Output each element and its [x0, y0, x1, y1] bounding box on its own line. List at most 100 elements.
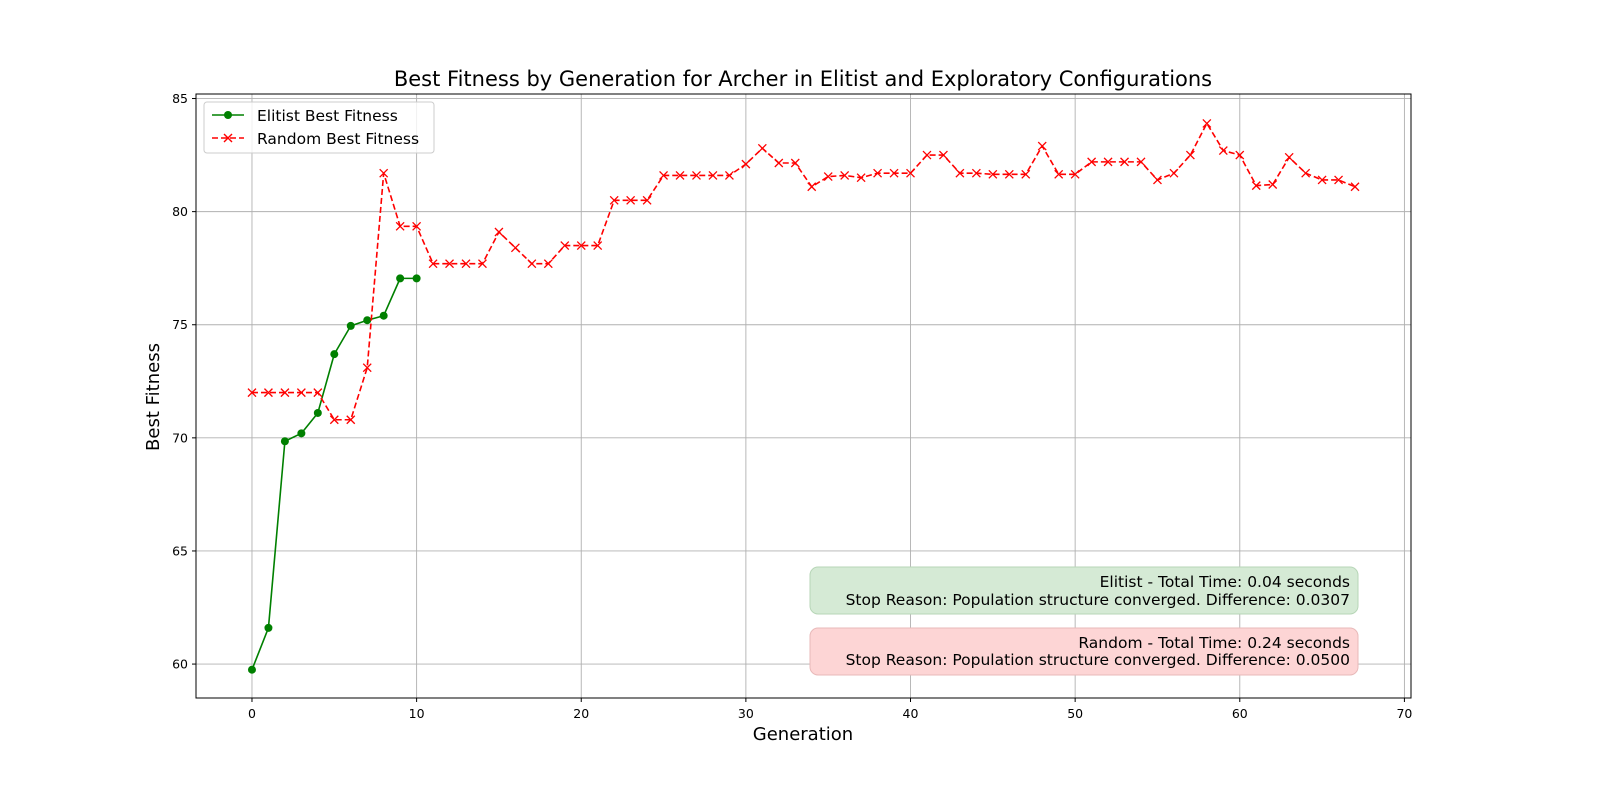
data-point [1235, 150, 1245, 160]
data-point [1202, 118, 1212, 128]
data-point [1169, 168, 1179, 178]
y-tick-label: 85 [172, 91, 188, 106]
data-point [1317, 175, 1327, 185]
data-point [642, 195, 652, 205]
legend: Elitist Best Fitness Random Best Fitness [203, 101, 435, 154]
data-point [1185, 150, 1195, 160]
y-tick-label: 75 [172, 317, 188, 332]
y-tick-label: 65 [172, 543, 188, 558]
series-elitist-best-fitness [247, 274, 421, 674]
data-point [363, 316, 372, 325]
data-point [313, 408, 322, 417]
y-tick-label: 60 [172, 657, 188, 672]
x-tick-label: 20 [573, 706, 589, 721]
series-line-random-best-fitness [251, 122, 1356, 421]
data-point [790, 158, 800, 168]
y-axis-title: Best Fitness [143, 343, 164, 451]
data-point [1103, 157, 1113, 167]
data-point [362, 363, 372, 373]
x-tick-label: 30 [738, 706, 754, 721]
data-point [1153, 175, 1162, 185]
x-tick-label: 10 [409, 706, 425, 721]
data-point [807, 182, 817, 192]
data-point [543, 259, 553, 269]
data-point [955, 168, 965, 178]
elitist-summary-background [809, 566, 1359, 615]
data-point [461, 259, 471, 269]
elitist-summary-line-2: Stop Reason: Population structure conver… [846, 591, 1350, 609]
data-point [708, 170, 718, 180]
data-point [1350, 182, 1360, 192]
data-point [296, 388, 306, 398]
chart-title: Best Fitness by Generation for Archer in… [394, 67, 1212, 91]
data-point [1218, 146, 1228, 156]
legend-elitist-marker [224, 111, 232, 119]
data-point [741, 159, 751, 169]
random-summary-box: Random - Total Time: 0.24 seconds Stop R… [809, 627, 1359, 676]
legend-box [203, 101, 435, 154]
plot-series [247, 118, 1360, 674]
x-tick-label: 70 [1396, 706, 1412, 721]
legend-elitist-label: Elitist Best Fitness [257, 107, 398, 125]
data-point [938, 150, 948, 160]
data-point [626, 195, 636, 205]
data-point [576, 241, 586, 251]
data-point [263, 388, 273, 398]
data-point [988, 169, 998, 179]
series-line-elitist-best-fitness [251, 277, 417, 671]
data-point [873, 168, 883, 178]
axis-ticks: 0 10 20 30 40 50 60 70 60 65 70 75 80 85 [172, 91, 1412, 721]
data-point [1251, 181, 1261, 191]
data-point [297, 429, 306, 438]
data-point [329, 415, 339, 425]
data-point [247, 665, 256, 674]
data-point [1004, 169, 1014, 179]
data-point [1054, 169, 1064, 179]
data-point [774, 158, 784, 168]
y-tick-label: 70 [172, 430, 188, 445]
data-point [1037, 141, 1047, 151]
data-point [889, 168, 899, 178]
data-point [396, 274, 405, 283]
data-point [1301, 168, 1311, 178]
data-point [659, 170, 669, 180]
legend-random-marker [223, 133, 233, 143]
series-random-best-fitness [247, 118, 1360, 425]
data-point [1021, 169, 1031, 179]
data-point [527, 259, 537, 269]
data-point [856, 173, 866, 183]
data-point [412, 221, 422, 231]
data-point [560, 241, 570, 251]
data-point [379, 311, 388, 320]
grid [196, 94, 1411, 698]
data-point [922, 150, 932, 160]
x-tick-label: 50 [1067, 706, 1083, 721]
data-point [757, 143, 767, 153]
x-tick-label: 40 [903, 706, 919, 721]
data-point [675, 170, 685, 180]
data-point [313, 388, 323, 398]
data-point [346, 321, 355, 330]
data-point [346, 415, 356, 425]
data-point [412, 274, 421, 283]
data-point [593, 241, 603, 251]
elitist-summary-line-1: Elitist - Total Time: 0.04 seconds [1100, 573, 1350, 591]
data-point [823, 172, 833, 182]
data-point [906, 168, 915, 178]
data-point [1284, 152, 1294, 162]
data-point [724, 170, 734, 180]
data-point [280, 437, 289, 446]
data-point [247, 388, 257, 398]
data-point [1120, 157, 1129, 167]
data-point [1087, 157, 1097, 167]
data-point [379, 168, 389, 178]
random-summary-line-2: Stop Reason: Population structure conver… [846, 651, 1350, 669]
data-point [478, 259, 487, 269]
data-point [445, 259, 454, 269]
data-point [330, 350, 339, 359]
data-point [428, 259, 438, 269]
data-point [510, 243, 520, 253]
random-summary-background [809, 627, 1359, 676]
